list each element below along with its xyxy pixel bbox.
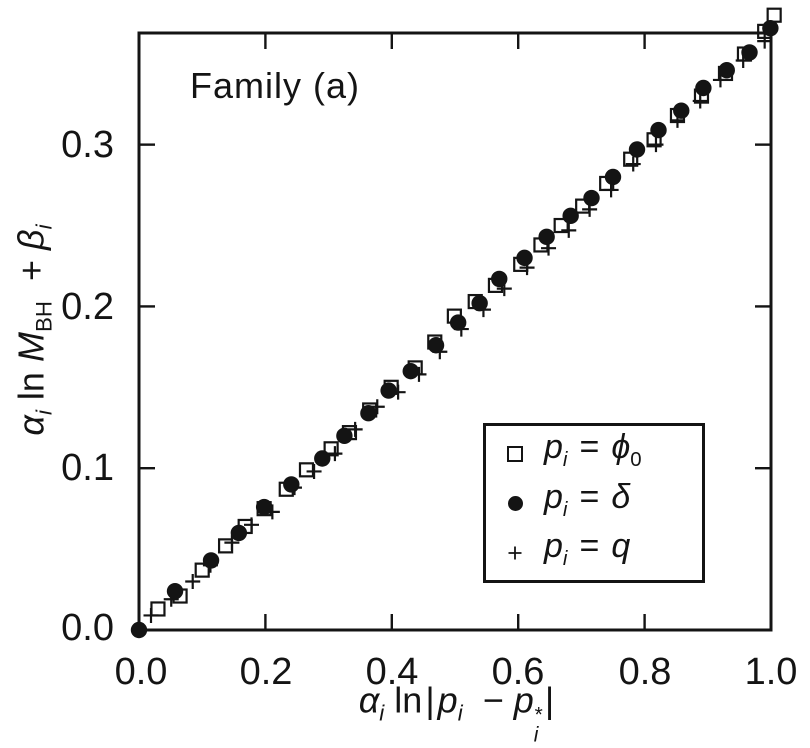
x-tick-label: 0.6 bbox=[491, 651, 545, 693]
legend-item-q: pi = q bbox=[486, 527, 702, 575]
y-axis-title: αi ln MBH +βi bbox=[10, 224, 57, 436]
x-tick-label: 1.0 bbox=[744, 651, 798, 693]
plot-annotation-family-a: Family (a) bbox=[190, 65, 360, 106]
y-tick-label: 0.1 bbox=[61, 447, 114, 489]
x-tick-label: 0.0 bbox=[114, 651, 168, 693]
y-tick-label: 0.2 bbox=[61, 286, 114, 328]
plus-icon bbox=[486, 545, 544, 561]
legend-item-label: pi = q bbox=[544, 527, 631, 570]
legend-item-label: pi = δ bbox=[544, 477, 631, 521]
open-square-icon bbox=[486, 445, 544, 462]
legend-item-label: pi = ϕ0 bbox=[544, 428, 642, 471]
x-tick-label: 0.8 bbox=[618, 651, 672, 693]
legend-item-phi0: pi = ϕ0 bbox=[486, 428, 702, 476]
y-tick-label: 0.3 bbox=[61, 124, 114, 166]
axis-ticks bbox=[139, 33, 771, 630]
series-plus bbox=[143, 33, 773, 623]
x-tick-label: 0.4 bbox=[365, 651, 419, 693]
plot-frame bbox=[137, 31, 773, 632]
legend-item-delta: pi = δ bbox=[486, 478, 702, 525]
x-axis-title: αi ln|pi − p * i | bbox=[358, 679, 555, 747]
legend-box: pi = ϕ0 pi = δ pi = q bbox=[483, 423, 705, 583]
x-tick-label: 0.2 bbox=[239, 651, 293, 693]
y-tick-label: 0.0 bbox=[61, 607, 114, 649]
filled-circle-icon bbox=[486, 495, 544, 511]
